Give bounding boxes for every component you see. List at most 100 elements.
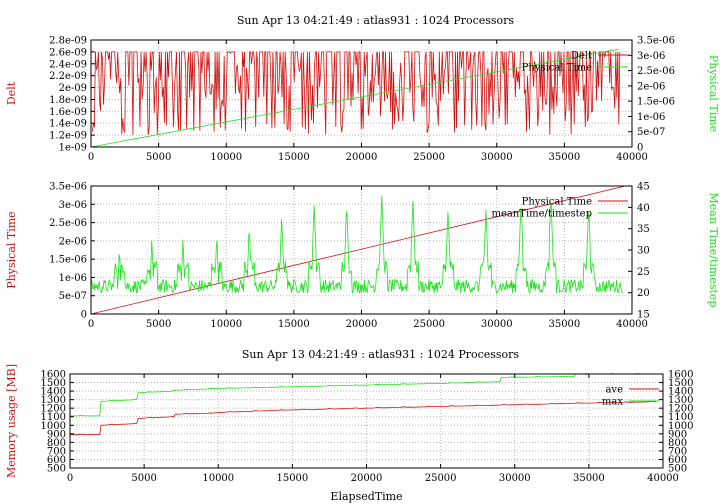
y-tick-label: 1600 bbox=[41, 370, 66, 381]
series-line-physical-time bbox=[90, 185, 626, 315]
x-tick-label: 25000 bbox=[413, 319, 445, 330]
legend-label: Physical Time bbox=[522, 63, 592, 74]
y2-tick-label: 600 bbox=[668, 455, 687, 466]
x-tick-label: 0 bbox=[67, 473, 73, 484]
y-tick-label: 2.2e-09 bbox=[49, 71, 87, 82]
y-tick-label: 1.5e-06 bbox=[49, 255, 87, 266]
x-tick-label: 10000 bbox=[210, 319, 242, 330]
y2-tick-label: 25 bbox=[637, 267, 650, 278]
legend-label: max bbox=[602, 397, 623, 408]
y-tick-label: 1.8e-09 bbox=[49, 95, 87, 106]
y-tick-label: 2.8e-09 bbox=[49, 36, 87, 47]
y-tick-label: 600 bbox=[47, 455, 66, 466]
series-line-meantime-timestep bbox=[90, 195, 623, 295]
y-tick-label: 1500 bbox=[41, 378, 66, 389]
y2-tick-label: 40 bbox=[637, 203, 650, 214]
y2-tick-label: 3.5e-06 bbox=[637, 36, 675, 47]
legend-label: ave bbox=[605, 385, 623, 396]
y2-tick-label: 15 bbox=[637, 310, 650, 321]
y-tick-label: 0 bbox=[81, 310, 87, 321]
x-tick-label: 35000 bbox=[573, 473, 605, 484]
y2-tick-label: 1e-06 bbox=[637, 112, 665, 123]
y2-tick-label: 3e-06 bbox=[637, 51, 665, 62]
y2-axis-label: Physical Time bbox=[707, 55, 720, 132]
x-tick-label: 40000 bbox=[647, 473, 679, 484]
y-tick-label: 1.2e-09 bbox=[49, 131, 87, 142]
series-line-delt bbox=[92, 51, 621, 136]
y2-tick-label: 1100 bbox=[668, 412, 693, 423]
x-tick-label: 5000 bbox=[146, 152, 171, 163]
y-axis-label: Delt bbox=[5, 81, 18, 105]
y-tick-label: 2.4e-09 bbox=[49, 59, 87, 70]
x-tick-label: 10000 bbox=[210, 152, 242, 163]
y-tick-label: 1000 bbox=[41, 421, 66, 432]
legend-label: Delt bbox=[571, 51, 592, 62]
y-tick-label: 1100 bbox=[41, 412, 66, 423]
series-line-physical-time bbox=[90, 48, 619, 148]
y-tick-label: 2e-06 bbox=[59, 236, 87, 247]
y2-tick-label: 30 bbox=[637, 246, 650, 257]
y2-tick-label: 1200 bbox=[668, 404, 693, 415]
x-tick-label: 40000 bbox=[616, 319, 648, 330]
y-axis-label: Physical Time bbox=[5, 211, 18, 288]
x-tick-label: 5000 bbox=[146, 319, 171, 330]
legend-label: meanTime/timestep bbox=[491, 209, 592, 220]
x-tick-label: 20000 bbox=[351, 473, 383, 484]
plot-frame bbox=[69, 373, 664, 469]
y-tick-label: 3e-06 bbox=[59, 200, 87, 211]
y-tick-label: 800 bbox=[47, 438, 66, 449]
x-tick-label: 15000 bbox=[276, 473, 308, 484]
x-tick-label: 20000 bbox=[346, 152, 378, 163]
y-tick-label: 1300 bbox=[41, 395, 66, 406]
y-tick-label: 5e-07 bbox=[59, 291, 87, 302]
x-tick-label: 5000 bbox=[131, 473, 156, 484]
y2-tick-label: 700 bbox=[668, 446, 687, 457]
x-tick-label: 30000 bbox=[481, 319, 513, 330]
x-tick-label: 25000 bbox=[425, 473, 457, 484]
y-tick-label: 1400 bbox=[41, 387, 66, 398]
delt-chart: 0 5000 10000 15000 20000 25000 30000 35000 40000… bbox=[5, 14, 720, 163]
memory-usage-chart: 0 5000 10000 15000 20000 25000 30000 35000 40000… bbox=[5, 348, 693, 503]
x-axis-label: ElapsedTime bbox=[330, 490, 402, 503]
legend-label: Physical Time bbox=[522, 197, 592, 208]
y2-tick-label: 5e-07 bbox=[637, 127, 665, 138]
y-tick-label: 900 bbox=[47, 429, 66, 440]
y2-axis-label: Mean Time/timestep bbox=[707, 193, 720, 308]
x-tick-label: 40000 bbox=[616, 152, 648, 163]
x-tick-label: 35000 bbox=[548, 319, 580, 330]
y2-tick-label: 800 bbox=[668, 438, 687, 449]
y2-tick-label: 20 bbox=[637, 288, 650, 299]
x-tick-label: 15000 bbox=[278, 152, 310, 163]
y2-tick-label: 0 bbox=[637, 143, 643, 154]
chart-title: Sun Apr 13 04:21:49 : atlas931 : 1024 Pr… bbox=[242, 348, 520, 361]
x-tick-label: 0 bbox=[88, 319, 94, 330]
x-tick-label: 35000 bbox=[548, 152, 580, 163]
y-tick-label: 700 bbox=[47, 446, 66, 457]
y2-tick-label: 1400 bbox=[668, 387, 693, 398]
x-tick-label: 10000 bbox=[202, 473, 234, 484]
y-tick-label: 500 bbox=[47, 464, 66, 475]
y2-tick-label: 1500 bbox=[668, 378, 693, 389]
y2-tick-label: 1600 bbox=[668, 370, 693, 381]
y-tick-label: 1e-06 bbox=[59, 273, 87, 284]
y-tick-label: 1.6e-09 bbox=[49, 107, 87, 118]
y-tick-label: 1200 bbox=[41, 404, 66, 415]
chart-title: Sun Apr 13 04:21:49 : atlas931 : 1024 Pr… bbox=[237, 14, 515, 27]
y2-tick-label: 2e-06 bbox=[637, 81, 665, 92]
y2-tick-label: 1000 bbox=[668, 421, 693, 432]
y2-tick-label: 1.5e-06 bbox=[637, 97, 675, 108]
series-line-ave bbox=[70, 400, 656, 436]
y2-tick-label: 900 bbox=[668, 429, 687, 440]
x-tick-label: 0 bbox=[88, 152, 94, 163]
y2-tick-label: 500 bbox=[668, 464, 687, 475]
y-tick-label: 2.6e-09 bbox=[49, 47, 87, 58]
y2-tick-label: 45 bbox=[637, 182, 650, 193]
x-tick-label: 20000 bbox=[346, 319, 378, 330]
y-tick-label: 2.5e-06 bbox=[49, 218, 87, 229]
physical-time-chart: 0 5000 10000 15000 20000 25000 30000 35000 40000… bbox=[5, 182, 720, 331]
y-tick-label: 1e-09 bbox=[59, 143, 87, 154]
y2-tick-label: 1300 bbox=[668, 395, 693, 406]
y2-tick-label: 2.5e-06 bbox=[637, 66, 675, 77]
y2-tick-label: 35 bbox=[637, 224, 650, 235]
